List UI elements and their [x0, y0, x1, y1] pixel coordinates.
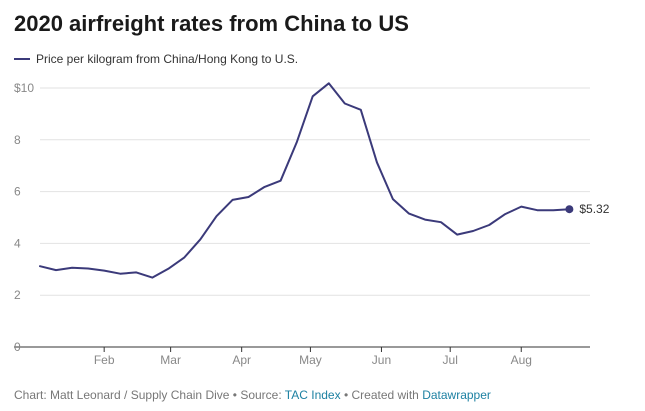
end-point: [565, 205, 574, 214]
chart-title: 2020 airfreight rates from China to US: [14, 11, 409, 36]
x-tick-label: Mar: [160, 353, 181, 367]
legend-swatch: [14, 58, 30, 60]
y-tick-label: 4: [14, 236, 21, 250]
footer-credit: Chart: Matt Leonard / Supply Chain Dive …: [14, 388, 285, 402]
x-tick-label: Jul: [443, 353, 458, 367]
x-tick-label: Jun: [372, 353, 391, 367]
y-tick-label: 8: [14, 133, 21, 147]
y-tick-label: $10: [14, 81, 34, 95]
x-axis-ticks: Feb Mar Apr May Jun Jul Aug: [94, 347, 532, 367]
series: $5.32: [39, 82, 610, 279]
y-tick-label: 0: [14, 340, 21, 354]
x-tick-label: Apr: [232, 353, 251, 367]
end-value-label: $5.32: [579, 202, 609, 216]
datawrapper-link[interactable]: Datawrapper: [422, 388, 491, 402]
x-tick-label: Aug: [511, 353, 532, 367]
legend: Price per kilogram from China/Hong Kong …: [14, 52, 298, 66]
legend-label: Price per kilogram from China/Hong Kong …: [36, 52, 299, 66]
x-tick-label: May: [299, 353, 322, 367]
chart-footer: Chart: Matt Leonard / Supply Chain Dive …: [14, 388, 491, 402]
y-tick-label: 2: [14, 288, 21, 302]
series-line: [39, 82, 571, 279]
source-link[interactable]: TAC Index: [284, 388, 341, 402]
y-axis-ticks: 0 2 4 6 8 $10: [14, 81, 34, 354]
y-tick-label: 6: [14, 185, 21, 199]
footer-middle: • Created with: [340, 388, 423, 402]
grid: [14, 87, 590, 348]
x-tick-label: Feb: [94, 353, 115, 367]
